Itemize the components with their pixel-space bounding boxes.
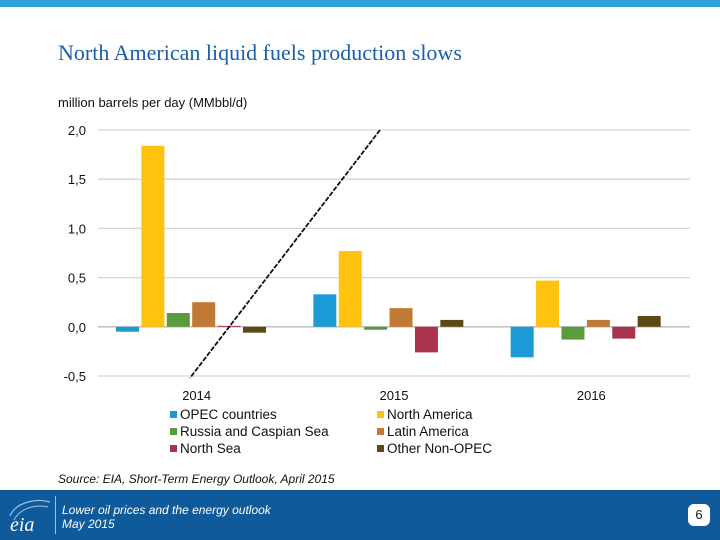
logo-text: eia: [10, 514, 34, 536]
bar: [116, 326, 139, 332]
x-axis-ticks: 2014 2015 2016: [182, 388, 606, 403]
legend-swatch-latin-america: [377, 428, 384, 435]
legend-label: North Sea: [180, 441, 241, 456]
bar: [166, 313, 190, 327]
bar: [637, 315, 661, 327]
bar: [561, 326, 585, 340]
eia-logo: eia: [9, 499, 51, 536]
slide-title: North American liquid fuels production s…: [58, 40, 462, 65]
y-tick-label: 1,5: [68, 172, 86, 187]
unit-label: million barrels per day (MMbbl/d): [58, 95, 248, 110]
legend-item: Latin America: [377, 423, 492, 440]
bar: [414, 326, 438, 353]
y-tick-label: 0,5: [68, 271, 86, 286]
legend-item: Other Non-OPEC: [377, 440, 492, 457]
legend-item: OPEC countries: [170, 406, 329, 423]
bar: [389, 308, 413, 327]
footer-divider: [55, 496, 56, 534]
bar: [586, 319, 610, 327]
bar: [536, 280, 560, 327]
bar-chart: 2,0 1,5 1,0 0,5 0,0 -0,5 2014 2015 2016: [64, 123, 690, 403]
footer-caption: Lower oil prices and the energy outlook …: [62, 503, 271, 531]
bar: [510, 326, 534, 358]
y-axis-ticks: 2,0 1,5 1,0 0,5 0,0 -0,5: [64, 123, 86, 384]
y-tick-label: -0,5: [64, 369, 86, 384]
bar: [440, 319, 464, 327]
bar: [141, 145, 165, 327]
bar: [313, 294, 337, 327]
x-tick-label: 2016: [577, 388, 606, 403]
legend-item: North America: [377, 406, 492, 423]
legend-swatch-other-non-opec: [377, 445, 384, 452]
x-tick-label: 2015: [380, 388, 409, 403]
legend-label: Latin America: [387, 424, 469, 439]
legend-column-right: North America Latin America Other Non-OP…: [377, 406, 492, 457]
top-accent-bar: [0, 0, 720, 7]
source-note: Source: EIA, Short-Term Energy Outlook, …: [58, 472, 335, 486]
legend-label: Russia and Caspian Sea: [180, 424, 329, 439]
legend-item: Russia and Caspian Sea: [170, 423, 329, 440]
y-tick-label: 2,0: [68, 123, 86, 138]
bar: [364, 326, 388, 330]
legend-swatch-opec: [170, 411, 177, 418]
y-tick-label: 0,0: [68, 320, 86, 335]
x-tick-label: 2014: [182, 388, 211, 403]
footer-bar: eia Lower oil prices and the energy outl…: [0, 490, 720, 540]
bar: [243, 326, 266, 333]
bar: [612, 326, 636, 339]
legend-column-left: OPEC countries Russia and Caspian Sea No…: [170, 406, 329, 457]
legend-swatch-north-sea: [170, 445, 177, 452]
footer-line-2: May 2015: [62, 517, 115, 531]
y-tick-label: 1,0: [68, 221, 86, 236]
footer-line-1: Lower oil prices and the energy outlook: [62, 503, 271, 517]
legend-label: North America: [387, 407, 473, 422]
bars: [116, 145, 661, 358]
page-number: 6: [688, 504, 710, 526]
legend-item: North Sea: [170, 440, 329, 457]
legend-label: Other Non-OPEC: [387, 441, 493, 456]
legend-swatch-north-america: [377, 411, 384, 418]
bar: [192, 302, 216, 327]
bar: [338, 251, 362, 327]
legend-label: OPEC countries: [180, 407, 277, 422]
gridlines: [98, 129, 690, 377]
legend-swatch-russia: [170, 428, 177, 435]
annotation-trend-line: [189, 129, 381, 379]
